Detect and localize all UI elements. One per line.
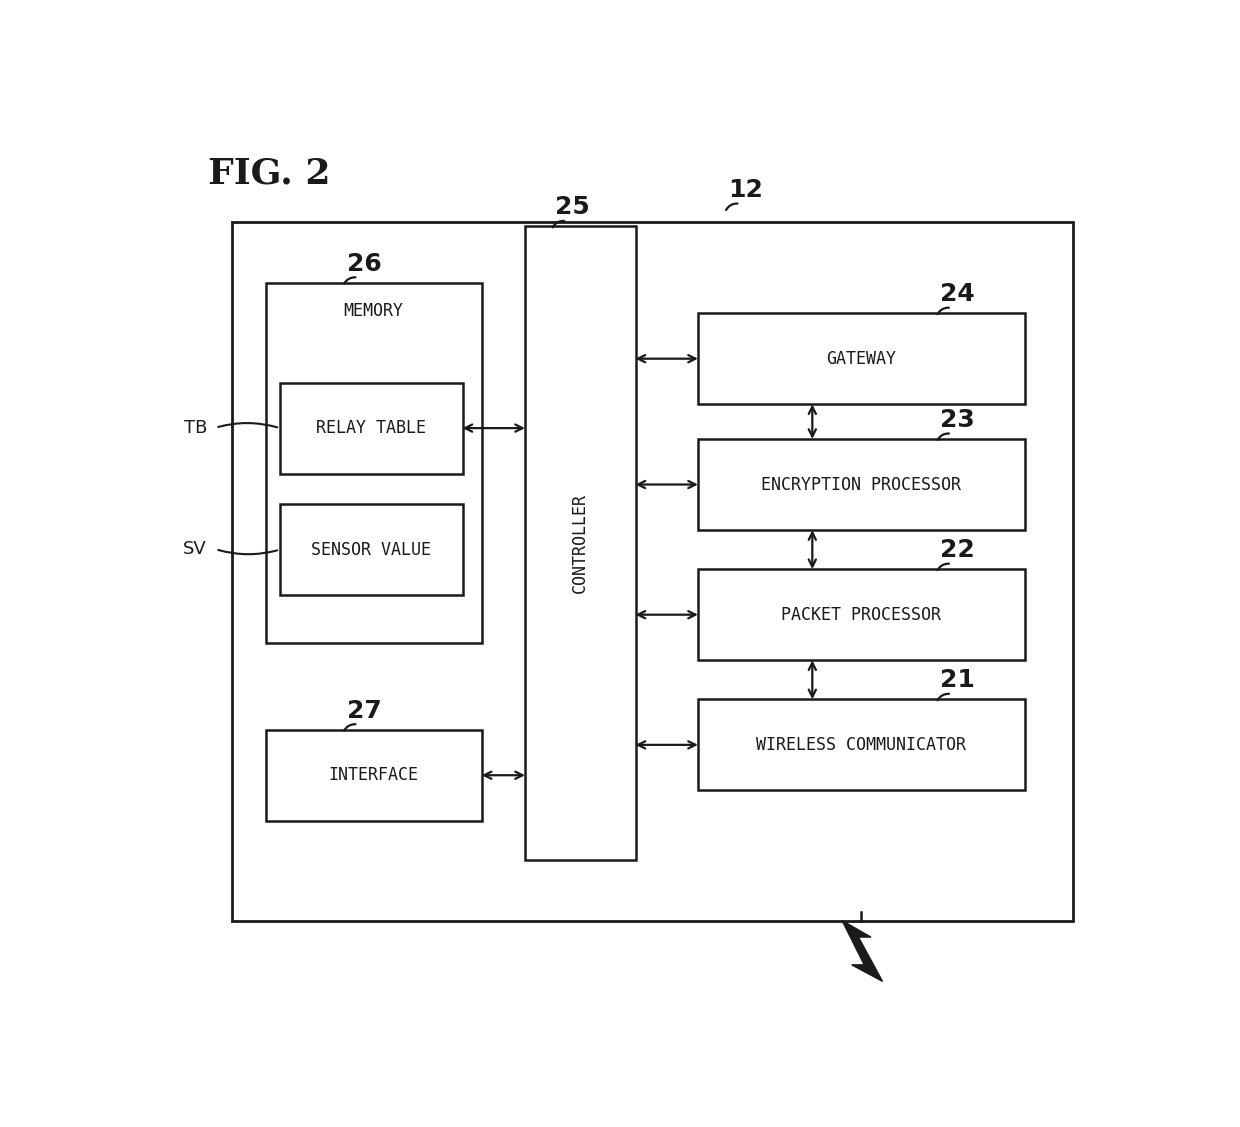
Text: TB: TB: [184, 419, 207, 436]
Bar: [280, 382, 463, 473]
Bar: [280, 504, 463, 595]
Text: 21: 21: [940, 668, 975, 692]
Bar: [525, 227, 635, 860]
Text: 23: 23: [940, 408, 975, 432]
Text: WIRELESS COMMUNICATOR: WIRELESS COMMUNICATOR: [756, 736, 966, 754]
Text: 27: 27: [347, 699, 382, 722]
Text: GATEWAY: GATEWAY: [826, 349, 897, 367]
Polygon shape: [842, 921, 883, 982]
Text: CONTROLLER: CONTROLLER: [572, 494, 589, 593]
Text: ENCRYPTION PROCESSOR: ENCRYPTION PROCESSOR: [761, 476, 961, 494]
Text: MEMORY: MEMORY: [343, 302, 404, 320]
Text: INTERFACE: INTERFACE: [329, 766, 419, 784]
Bar: [698, 699, 1024, 790]
Text: RELAY TABLE: RELAY TABLE: [316, 419, 427, 437]
Bar: [265, 283, 481, 642]
Text: 24: 24: [940, 282, 975, 307]
Bar: [698, 438, 1024, 530]
Text: 12: 12: [729, 178, 764, 202]
Bar: [698, 313, 1024, 405]
Text: 25: 25: [556, 195, 590, 220]
Bar: [232, 222, 1073, 921]
Text: SENSOR VALUE: SENSOR VALUE: [311, 541, 432, 559]
Text: PACKET PROCESSOR: PACKET PROCESSOR: [781, 605, 941, 623]
Text: SV: SV: [184, 540, 207, 558]
Text: 22: 22: [940, 539, 975, 562]
Text: FIG. 2: FIG. 2: [208, 157, 330, 190]
Bar: [698, 569, 1024, 660]
Bar: [265, 729, 481, 820]
Text: 26: 26: [347, 251, 382, 276]
